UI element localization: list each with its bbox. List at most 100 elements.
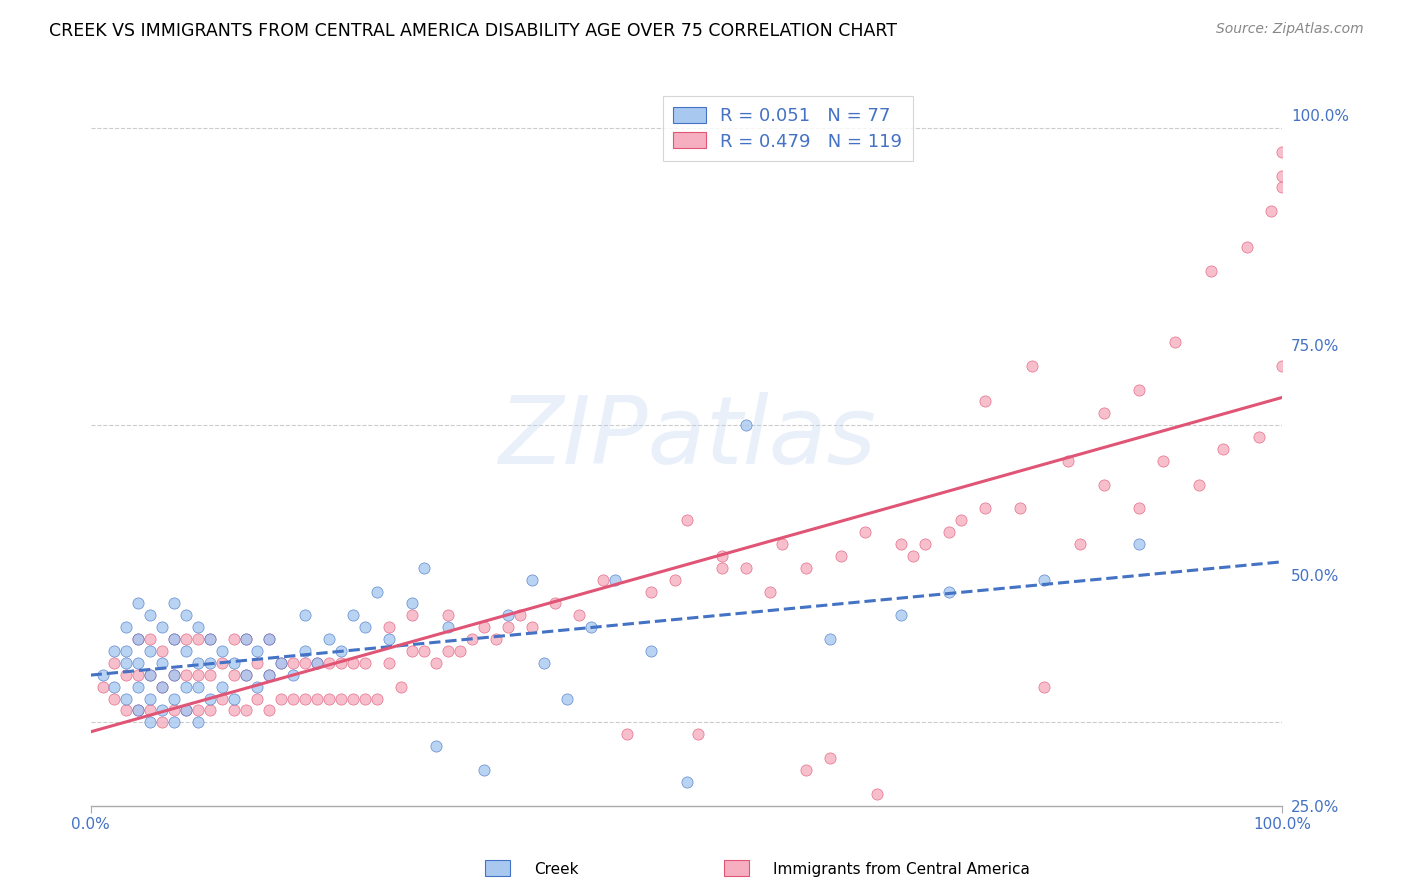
Point: [1033, 680, 1056, 694]
Point: [187, 656, 209, 670]
Point: [294, 608, 316, 623]
Point: [1152, 454, 1174, 468]
Point: [163, 668, 186, 682]
Point: [283, 691, 305, 706]
Point: [139, 668, 162, 682]
Point: [688, 727, 710, 741]
Point: [329, 656, 352, 670]
Point: [735, 561, 758, 575]
Point: [853, 525, 876, 540]
Point: [1010, 501, 1032, 516]
Point: [735, 418, 758, 433]
Point: [235, 668, 257, 682]
Point: [127, 632, 149, 647]
Point: [1271, 180, 1294, 194]
Point: [294, 656, 316, 670]
Point: [579, 620, 602, 634]
Point: [890, 608, 912, 623]
Point: [235, 632, 257, 647]
Point: [318, 632, 340, 647]
Point: [198, 704, 221, 718]
Point: [389, 680, 412, 694]
Text: Immigrants from Central America: Immigrants from Central America: [773, 863, 1031, 877]
Point: [163, 597, 186, 611]
Point: [318, 656, 340, 670]
Point: [103, 680, 125, 694]
Point: [103, 644, 125, 658]
Point: [283, 668, 305, 682]
Point: [163, 691, 186, 706]
Point: [675, 513, 697, 527]
Point: [187, 620, 209, 634]
Point: [509, 608, 531, 623]
Point: [246, 656, 269, 670]
Point: [353, 656, 375, 670]
Point: [914, 537, 936, 551]
Point: [163, 668, 186, 682]
Point: [211, 691, 233, 706]
Point: [818, 751, 841, 765]
Point: [377, 656, 399, 670]
Point: [461, 632, 484, 647]
Point: [115, 704, 138, 718]
Point: [139, 704, 162, 718]
Point: [353, 691, 375, 706]
Point: [485, 632, 508, 647]
Point: [115, 668, 138, 682]
Point: [259, 668, 281, 682]
Point: [342, 608, 364, 623]
Point: [1128, 537, 1150, 551]
Point: [198, 632, 221, 647]
Point: [115, 691, 138, 706]
Point: [270, 691, 292, 706]
Point: [329, 644, 352, 658]
Point: [150, 656, 173, 670]
Point: [127, 632, 149, 647]
Point: [174, 704, 197, 718]
Point: [342, 691, 364, 706]
Point: [163, 632, 186, 647]
Point: [187, 715, 209, 730]
Point: [1128, 383, 1150, 397]
Point: [544, 597, 567, 611]
Point: [831, 549, 853, 563]
Point: [139, 644, 162, 658]
Point: [246, 680, 269, 694]
Point: [103, 656, 125, 670]
Point: [174, 644, 197, 658]
Point: [557, 691, 579, 706]
Point: [150, 620, 173, 634]
Point: [246, 644, 269, 658]
Point: [675, 774, 697, 789]
Point: [1188, 477, 1211, 491]
Point: [616, 727, 638, 741]
Point: [794, 561, 817, 575]
Point: [520, 620, 543, 634]
Point: [139, 715, 162, 730]
Point: [603, 573, 626, 587]
Point: [1021, 359, 1043, 373]
Point: [472, 620, 495, 634]
Point: [1212, 442, 1234, 456]
Point: [187, 704, 209, 718]
Point: [127, 656, 149, 670]
Point: [174, 632, 197, 647]
Point: [127, 704, 149, 718]
Point: [139, 668, 162, 682]
Point: [163, 704, 186, 718]
Point: [283, 656, 305, 670]
Point: [1057, 454, 1080, 468]
Point: [1092, 406, 1115, 420]
Point: [496, 620, 519, 634]
Point: [115, 620, 138, 634]
Point: [174, 704, 197, 718]
Point: [150, 704, 173, 718]
Point: [866, 787, 889, 801]
Point: [413, 561, 436, 575]
Point: [198, 668, 221, 682]
Point: [307, 691, 329, 706]
Point: [222, 656, 245, 670]
Point: [1247, 430, 1270, 444]
Point: [1164, 334, 1187, 349]
Point: [949, 513, 972, 527]
